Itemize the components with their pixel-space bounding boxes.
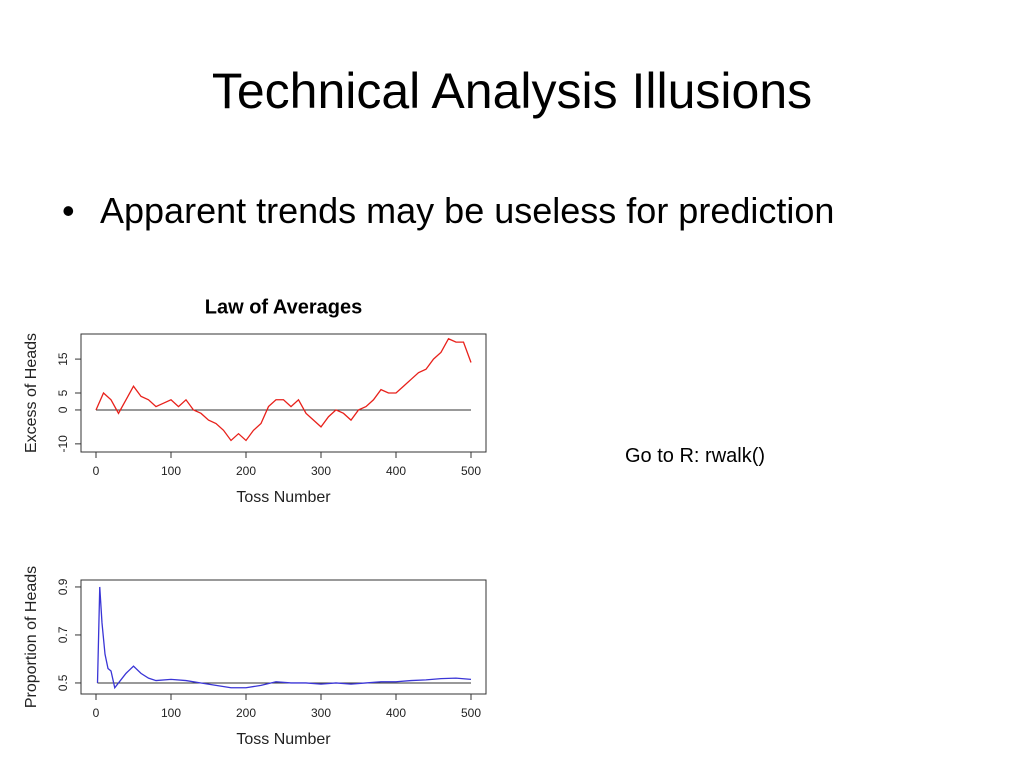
- chart-title: Law of Averages: [205, 296, 362, 318]
- slide-title: Technical Analysis Illusions: [211, 63, 813, 119]
- y-axis-label: Excess of Heads: [23, 333, 40, 453]
- x-tick-label: 100: [161, 464, 181, 478]
- x-tick-label: 300: [311, 464, 331, 478]
- y-tick-label: 0.9: [56, 578, 70, 595]
- note: Go to R: rwalk(): [625, 445, 766, 467]
- y-axis-label: Proportion of Heads: [23, 566, 40, 708]
- y-tick-label: 0: [56, 406, 70, 413]
- y-tick-label: 15: [56, 352, 70, 366]
- x-tick-label: 500: [461, 464, 481, 478]
- x-tick-label: 200: [236, 706, 256, 720]
- x-tick-label: 0: [93, 706, 100, 720]
- y-tick-label: 5: [56, 389, 70, 396]
- x-axis-label: Toss Number: [236, 489, 331, 506]
- x-tick-label: 400: [386, 464, 406, 478]
- x-axis-label: Toss Number: [236, 731, 331, 748]
- x-tick-label: 300: [311, 706, 331, 720]
- data-line: [95, 337, 472, 442]
- x-tick-label: 0: [93, 464, 100, 478]
- plot-frame: [80, 579, 487, 695]
- plot-frame: [80, 333, 487, 453]
- y-tick-label: 0.7: [56, 626, 70, 643]
- y-tick-label: 0.5: [56, 674, 70, 691]
- x-tick-label: 100: [161, 706, 181, 720]
- x-tick-label: 400: [386, 706, 406, 720]
- bullet-text: Apparent trends may be useless for predi…: [100, 190, 835, 231]
- y-tick-label: -10: [56, 435, 70, 453]
- data-line: [96, 586, 472, 690]
- bullet-marker: •: [62, 190, 75, 231]
- x-tick-label: 500: [461, 706, 481, 720]
- x-tick-label: 200: [236, 464, 256, 478]
